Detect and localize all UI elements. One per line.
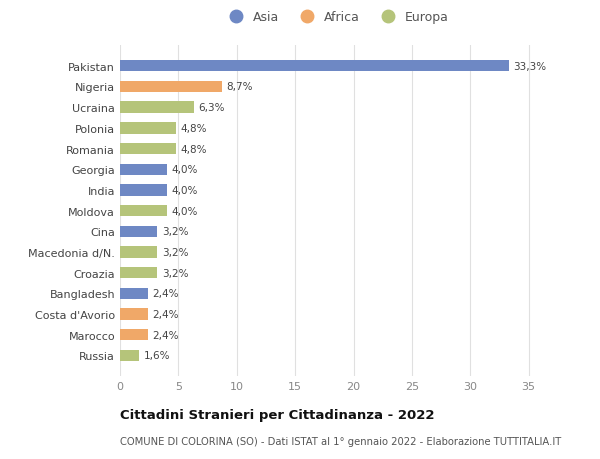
- Text: 4,8%: 4,8%: [181, 144, 207, 154]
- Text: 4,0%: 4,0%: [172, 185, 198, 196]
- Text: 4,0%: 4,0%: [172, 206, 198, 216]
- Legend: Asia, Africa, Europa: Asia, Africa, Europa: [218, 6, 454, 29]
- Text: 4,8%: 4,8%: [181, 123, 207, 134]
- Bar: [120, 247, 157, 258]
- Bar: [120, 123, 176, 134]
- Bar: [120, 144, 176, 155]
- Text: 3,2%: 3,2%: [162, 247, 188, 257]
- Bar: [120, 309, 148, 320]
- Bar: [120, 61, 509, 72]
- Text: 2,4%: 2,4%: [152, 330, 179, 340]
- Text: 3,2%: 3,2%: [162, 227, 188, 237]
- Text: 2,4%: 2,4%: [152, 289, 179, 299]
- Text: 8,7%: 8,7%: [226, 82, 253, 92]
- Bar: [120, 288, 148, 299]
- Text: 6,3%: 6,3%: [198, 103, 225, 113]
- Bar: [120, 350, 139, 361]
- Text: 2,4%: 2,4%: [152, 309, 179, 319]
- Bar: [120, 226, 157, 237]
- Bar: [120, 330, 148, 341]
- Text: COMUNE DI COLORINA (SO) - Dati ISTAT al 1° gennaio 2022 - Elaborazione TUTTITALI: COMUNE DI COLORINA (SO) - Dati ISTAT al …: [120, 436, 561, 446]
- Text: 4,0%: 4,0%: [172, 165, 198, 175]
- Text: 1,6%: 1,6%: [143, 351, 170, 361]
- Text: 3,2%: 3,2%: [162, 268, 188, 278]
- Bar: [120, 102, 194, 113]
- Bar: [120, 82, 221, 93]
- Text: 33,3%: 33,3%: [514, 62, 547, 72]
- Bar: [120, 185, 167, 196]
- Bar: [120, 268, 157, 279]
- Bar: [120, 206, 167, 217]
- Bar: [120, 164, 167, 175]
- Text: Cittadini Stranieri per Cittadinanza - 2022: Cittadini Stranieri per Cittadinanza - 2…: [120, 409, 434, 421]
